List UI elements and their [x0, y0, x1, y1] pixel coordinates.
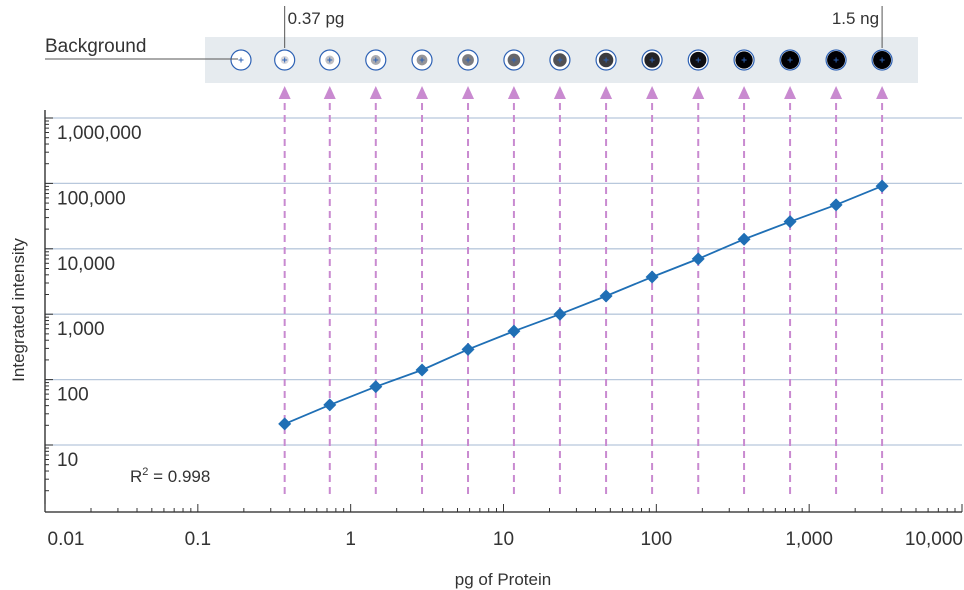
arrow-head-1	[323, 86, 336, 99]
series-polyline	[284, 185, 883, 425]
arrow-head-6	[553, 86, 566, 99]
y-tick-label-5: 1,000,000	[57, 123, 142, 144]
dot-blot-spots	[230, 49, 893, 71]
marker-1	[323, 398, 337, 412]
r-squared-value: = 0.998	[148, 467, 210, 486]
high-label-group: 1.5 ng	[832, 6, 883, 48]
x-axis-label: pg of Protein	[455, 570, 551, 589]
arrow-head-5	[507, 86, 520, 99]
marker-0	[278, 417, 292, 431]
marker-5	[507, 324, 521, 338]
spot-2	[365, 49, 387, 71]
arrow-head-2	[369, 86, 382, 99]
r-squared-sup: 2	[142, 466, 148, 478]
y-tick-label-3: 10,000	[57, 254, 115, 275]
correspondence-arrows	[278, 86, 889, 494]
spot-3	[411, 49, 433, 71]
arrow-head-10	[738, 86, 751, 99]
marker-2	[369, 380, 383, 394]
arrow-head-0	[278, 86, 291, 99]
spot-6	[549, 49, 571, 71]
spot-10	[733, 49, 755, 71]
marker-11	[783, 215, 797, 229]
arrow-head-7	[600, 86, 613, 99]
arrow-head-11	[784, 86, 797, 99]
data-markers	[278, 179, 889, 431]
x-tick-label-0: 0.01	[48, 529, 85, 550]
spot-4	[457, 49, 479, 71]
axes	[44, 110, 962, 513]
marker-4	[461, 342, 475, 356]
r-squared-prefix: R	[130, 467, 142, 486]
arrow-head-12	[830, 86, 843, 99]
background-label: Background	[45, 36, 146, 57]
y-tick-label-0: 10	[57, 450, 78, 471]
grid-lines	[45, 117, 962, 446]
series-line	[284, 185, 883, 425]
x-tick-label-5: 1,000	[785, 529, 833, 550]
marker-3	[415, 363, 429, 377]
marker-7	[599, 289, 613, 303]
marker-9	[691, 252, 705, 266]
x-tick-label-6: 10,000	[905, 529, 963, 550]
spot-11	[779, 49, 801, 71]
y-ticks: 10 100 1,000 10,000 100,000 1,000,000	[45, 117, 142, 492]
spot-13	[871, 49, 893, 71]
x-tick-label-3: 10	[493, 529, 514, 550]
arrow-head-13	[876, 86, 889, 99]
spot-12	[825, 49, 847, 71]
high-label: 1.5 ng	[832, 9, 879, 28]
spot-background	[230, 49, 252, 71]
arrow-head-9	[692, 86, 705, 99]
x-tick-label-1: 0.1	[185, 529, 211, 550]
x-ticks: 0.01 0.1 1 10 100 1,000 10,000	[44, 504, 963, 550]
spot-1	[319, 49, 341, 71]
spot-7	[595, 49, 617, 71]
arrow-head-4	[462, 86, 475, 99]
marker-6	[553, 307, 567, 321]
y-tick-label-2: 1,000	[57, 319, 105, 340]
marker-8	[645, 270, 659, 284]
y-tick-label-4: 100,000	[57, 188, 126, 209]
marker-13	[875, 179, 889, 193]
spot-9	[687, 49, 709, 71]
spot-0	[274, 49, 296, 71]
x-tick-label-4: 100	[640, 529, 672, 550]
low-label: 0.37 pg	[288, 9, 345, 28]
marker-10	[737, 232, 751, 246]
spot-8	[641, 49, 663, 71]
r-squared-label: R2 = 0.998	[130, 466, 210, 486]
spot-5	[503, 49, 525, 71]
low-label-group: 0.37 pg	[284, 6, 345, 48]
x-tick-label-2: 1	[345, 529, 356, 550]
marker-12	[829, 198, 843, 212]
arrow-head-3	[416, 86, 429, 99]
y-tick-label-1: 100	[57, 385, 89, 406]
arrow-head-8	[646, 86, 659, 99]
y-axis-label: Integrated intensity	[9, 238, 28, 382]
